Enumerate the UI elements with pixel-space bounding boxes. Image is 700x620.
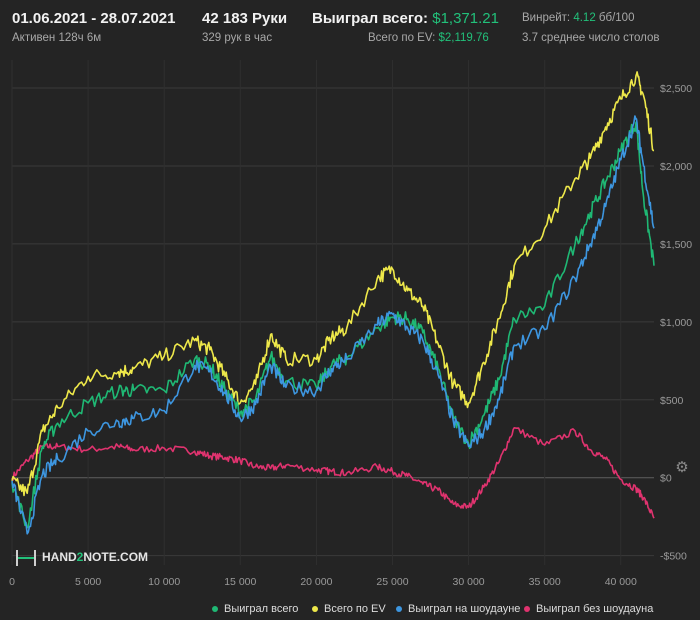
legend-nonshowdown[interactable]: Выиграл без шоудауна xyxy=(524,603,653,615)
legend-dot xyxy=(212,606,218,613)
winrate: Винрейт: 4.12 бб/100 xyxy=(522,12,634,24)
y-tick-label: $2,000 xyxy=(660,161,692,173)
logo-h-icon xyxy=(16,550,36,566)
won-total-value: $1,371.21 xyxy=(432,10,499,27)
x-tick-label: 20 000 xyxy=(300,576,332,588)
y-tick-label: -$500 xyxy=(660,551,687,563)
series-line-won_total xyxy=(11,121,655,529)
x-tick-label: 35 000 xyxy=(529,576,561,588)
x-tick-label: 15 000 xyxy=(224,576,256,588)
series-line-ev xyxy=(11,71,655,497)
tables-average: 3.7 среднее число столов xyxy=(522,32,660,44)
x-tick-label: 10 000 xyxy=(148,576,180,588)
y-tick-label: $500 xyxy=(660,395,684,407)
hands-per-hour: 329 рук в час xyxy=(202,32,273,44)
legend-dot xyxy=(396,606,402,613)
active-time: Активен 128ч 6м xyxy=(12,32,102,44)
legend-won-total[interactable]: Выиграл всего xyxy=(212,603,298,615)
stats-header: 01.06.2021 - 28.07.2021 Активен 128ч 6м … xyxy=(0,0,700,52)
legend-dot xyxy=(524,606,530,613)
chart-legend: Выиграл всего Всего по EV Выиграл на шоу… xyxy=(0,600,700,620)
series-line-showdown xyxy=(11,115,655,535)
ev-total: Всего по EV: $2,119.76 xyxy=(368,32,489,44)
x-tick-label: 5 000 xyxy=(75,576,101,588)
legend-showdown[interactable]: Выиграл на шоудауне xyxy=(396,603,520,615)
date-range[interactable]: 01.06.2021 - 28.07.2021 xyxy=(12,10,176,27)
winrate-label: Винрейт: xyxy=(522,12,571,24)
y-tick-label: $1,000 xyxy=(660,317,692,329)
y-tick-label: $2,500 xyxy=(660,83,692,95)
x-tick-label: 0 xyxy=(9,576,15,588)
won-total: Выиграл всего: $1,371.21 xyxy=(312,10,499,27)
hand2note-logo: HAND2NOTE.COM xyxy=(16,550,148,566)
legend-dot xyxy=(312,606,318,613)
winrate-value: 4.12 xyxy=(573,12,596,24)
hands-count: 42 183 Руки xyxy=(202,10,288,27)
winrate-unit: бб/100 xyxy=(598,12,635,24)
y-tick-label: $0 xyxy=(660,473,672,485)
gear-icon[interactable]: ⚙ xyxy=(675,459,689,476)
y-tick-label: $1,500 xyxy=(660,239,692,251)
ev-total-value: $2,119.76 xyxy=(438,32,489,44)
x-tick-label: 40 000 xyxy=(605,576,637,588)
x-tick-label: 30 000 xyxy=(453,576,485,588)
ev-total-label: Всего по EV: xyxy=(368,32,436,44)
profit-chart: -$500 $0 $500 $1,000 $1,500 $2,000 $2,500 0 5 00… xyxy=(9,60,692,588)
won-total-label: Выиграл всего: xyxy=(312,10,429,27)
x-tick-label: 25 000 xyxy=(376,576,408,588)
legend-ev[interactable]: Всего по EV xyxy=(312,603,386,615)
series-line-nonshowdown xyxy=(11,427,655,519)
